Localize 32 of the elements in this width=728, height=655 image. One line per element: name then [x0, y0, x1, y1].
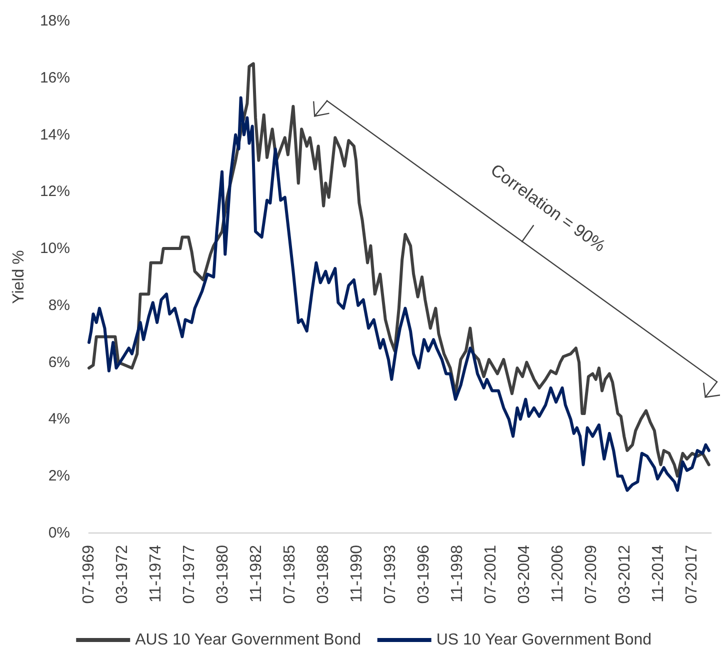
legend-label: US 10 Year Government Bond	[436, 632, 652, 648]
y-tick-label: 8%	[48, 296, 70, 314]
x-tick-label: 03-1988	[315, 544, 332, 604]
y-axis-title: Yield %	[10, 250, 28, 304]
y-tick-label: 16%	[40, 69, 70, 86]
x-tick-label: 11-1990	[348, 544, 366, 603]
x-tick-label: 07-1977	[181, 544, 198, 604]
x-tick-label: 11-1982	[248, 544, 266, 603]
x-tick-label: 11-1974	[148, 544, 165, 603]
y-tick-label: 18%	[40, 12, 70, 30]
x-tick-label: 07-1985	[282, 544, 299, 604]
x-tick-label: 07-2009	[583, 544, 600, 604]
y-tick-label: 4%	[48, 410, 70, 428]
x-tick-label: 11-2006	[550, 544, 567, 603]
y-tick-label: 0%	[48, 524, 70, 542]
x-tick-label: 11-1998	[449, 544, 466, 603]
x-tick-label: 07-1969	[80, 544, 98, 604]
x-tick-label: 03-1996	[416, 544, 433, 604]
x-tick-label: 03-1972	[114, 544, 132, 604]
y-tick-label: 10%	[40, 240, 70, 258]
y-tick-label: 2%	[48, 468, 70, 485]
y-tick-label: 12%	[40, 183, 70, 200]
legend-label: AUS 10 Year Government Bond	[135, 632, 362, 648]
x-tick-label: 11-2014	[650, 544, 668, 603]
x-tick-label: 03-2012	[616, 544, 634, 604]
x-tick-label: 07-2017	[684, 544, 701, 604]
x-tick-label: 03-1980	[214, 544, 232, 604]
y-tick-label: 14%	[40, 126, 70, 144]
y-tick-label: 6%	[48, 354, 70, 371]
x-tick-label: 07-2001	[482, 544, 500, 604]
x-tick-label: 03-2004	[516, 544, 534, 604]
x-tick-label: 07-1993	[382, 544, 400, 604]
